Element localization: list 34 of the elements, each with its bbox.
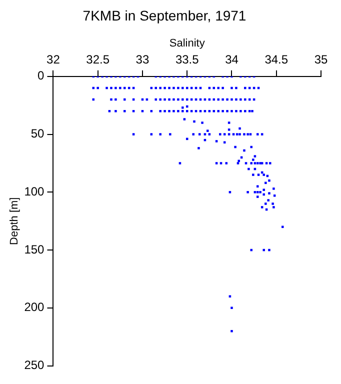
point bbox=[199, 110, 202, 112]
x-tick-label: 32.5 bbox=[86, 52, 110, 67]
x-tick-label: 33 bbox=[136, 52, 150, 67]
point bbox=[186, 110, 188, 112]
point bbox=[132, 110, 135, 112]
y-tick-label: 100 bbox=[24, 184, 45, 198]
y-tick-label: 0 bbox=[38, 68, 45, 83]
point bbox=[250, 146, 253, 148]
point bbox=[190, 110, 193, 112]
point bbox=[281, 226, 284, 228]
point bbox=[141, 110, 144, 112]
y-tick-label: 50 bbox=[30, 126, 45, 141]
y-tick-label: 200 bbox=[24, 300, 45, 314]
y-tick-label: 250 bbox=[24, 358, 45, 372]
point bbox=[250, 248, 253, 252]
point bbox=[262, 193, 266, 196]
x-tick-label: 33.5 bbox=[175, 52, 200, 67]
x-tick-label: 34.5 bbox=[264, 52, 288, 67]
point bbox=[212, 110, 216, 112]
point bbox=[262, 248, 266, 252]
chart-title: 7KMB in September, 1971 bbox=[82, 7, 246, 24]
x-tick-label: 34 bbox=[225, 52, 239, 67]
point bbox=[256, 185, 259, 188]
y-tick-label: 150 bbox=[24, 242, 45, 256]
point bbox=[208, 110, 211, 112]
x-tick-label: 35 bbox=[314, 52, 328, 67]
point bbox=[194, 110, 198, 112]
x-axis-title: Salinity bbox=[169, 37, 206, 50]
x-tick-label: 32 bbox=[46, 52, 60, 67]
point bbox=[204, 110, 206, 112]
point bbox=[248, 110, 251, 112]
y-axis-title: Depth [m] bbox=[8, 197, 21, 245]
point bbox=[108, 110, 111, 112]
point bbox=[150, 110, 153, 112]
